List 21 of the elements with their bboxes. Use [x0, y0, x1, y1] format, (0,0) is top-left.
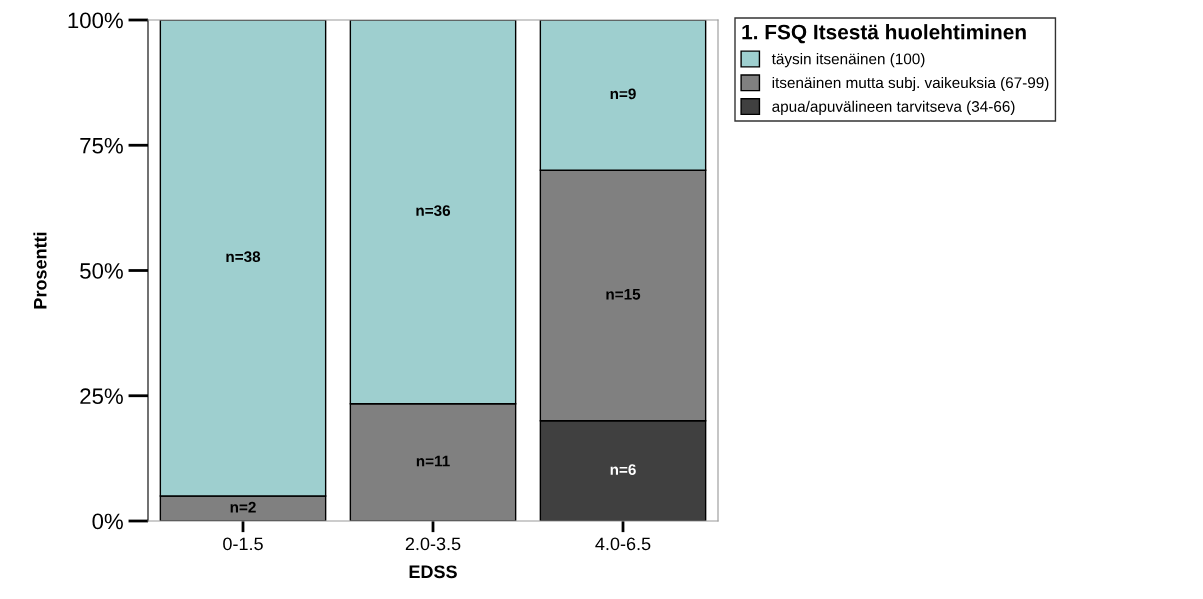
annotation: n=15	[606, 288, 641, 300]
y-tick-label: 75%	[80, 137, 123, 154]
y-axis-title: Prosentti	[33, 232, 47, 309]
annotation: n=9	[610, 88, 636, 100]
y-tick-label: 25%	[80, 388, 123, 405]
annotation: n=2	[230, 501, 256, 513]
legend-label: täysin itsenäinen (100)	[771, 53, 925, 68]
annotation: n=6	[610, 464, 636, 475]
y-tick-label: 0%	[92, 513, 123, 530]
legend-title: 1. FSQ Itsestä huolehtiminen	[742, 24, 1026, 44]
y-tick-label: 50%	[80, 263, 123, 279]
x-tick-label: 4.0-6.5	[595, 537, 651, 551]
x-tick-label: 0-1.5	[223, 537, 263, 551]
legend-label: apua/apuvälineen tarvitseva (34-66)	[772, 100, 1015, 115]
x-axis-title: EDSS	[409, 565, 457, 579]
annotation: n=36	[416, 205, 451, 217]
legend-label: itsenäinen mutta subj. vaikeuksia (67-99)	[772, 76, 1049, 92]
annotation: n=11	[416, 455, 450, 467]
y-tick-label: 100%	[68, 12, 123, 29]
annotation: n=38	[226, 251, 261, 263]
x-tick-label: 2.0-3.5	[405, 537, 461, 551]
